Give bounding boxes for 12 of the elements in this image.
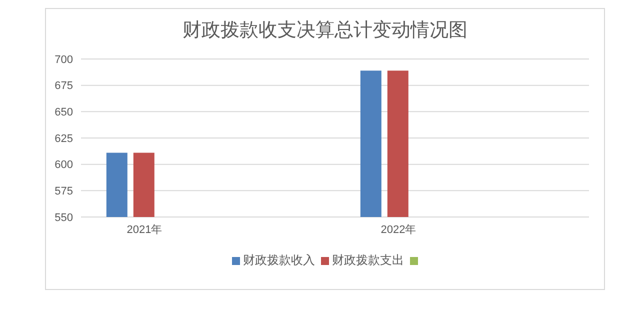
y-tick-label: 575: [54, 186, 73, 198]
x-tick-label: 2021年: [126, 224, 162, 236]
y-tick-label: 675: [54, 80, 73, 92]
legend-label: 财政拨款支出: [332, 252, 404, 269]
y-tick-label: 700: [54, 54, 73, 66]
y-tick-label: 550: [54, 212, 73, 224]
y-tick-label: 650: [54, 106, 73, 119]
chart-title: 财政拨款收支决算总计变动情况图: [182, 19, 468, 43]
x-tick-label: 2022年: [380, 224, 416, 236]
y-tick-label: 600: [54, 159, 73, 172]
y-tick-label: 625: [54, 132, 73, 145]
legend-label: 财政拨款收入: [243, 252, 315, 269]
